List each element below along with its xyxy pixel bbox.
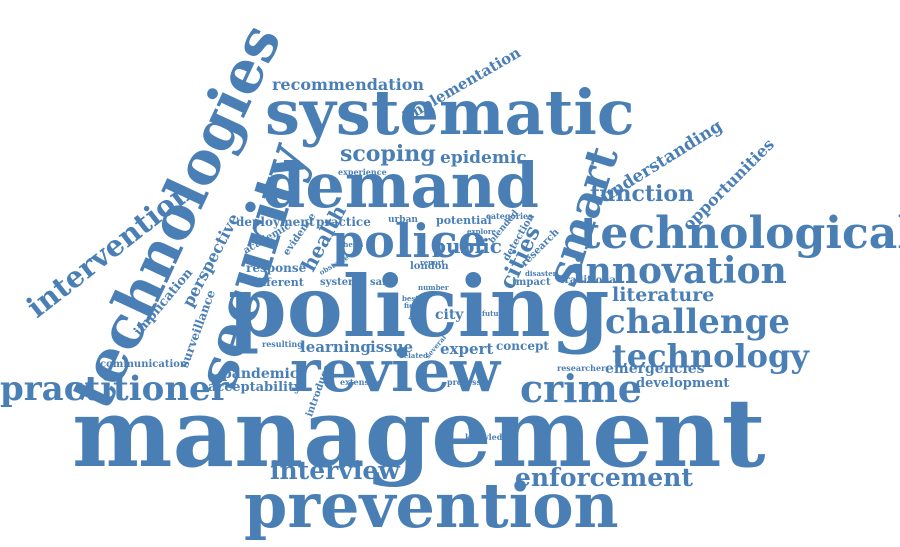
word-demand: demand [262, 149, 540, 222]
word-extensive: extensive [340, 377, 382, 387]
word-response: response [246, 261, 307, 275]
word-prevention: prevention [244, 469, 619, 542]
word-interview: interview [270, 456, 400, 485]
word-knowledge: knowledge [465, 432, 513, 442]
word-traditional: traditional [560, 275, 620, 286]
word-future: future [482, 309, 507, 318]
word-public: public [432, 234, 502, 258]
word-police: police [332, 214, 488, 268]
word-recommendation: recommendation [272, 75, 425, 94]
word-issue: issue [370, 338, 414, 356]
word-epidemic: epidemic [440, 148, 527, 168]
word-experience: experience [338, 167, 387, 177]
word-impact: impact [512, 277, 551, 288]
word-related: related [400, 351, 428, 360]
word-explore: explore [467, 227, 496, 236]
word-potential: potential [436, 214, 492, 227]
word-acceptability: acceptability [208, 380, 302, 395]
word-categories: categories [486, 211, 533, 221]
word-scoping: scoping [340, 141, 436, 167]
word-practitioner: practitioner [0, 369, 229, 409]
word-innovation: innovation [572, 250, 787, 292]
word-crime: crime [520, 366, 642, 411]
word-communication: communication [100, 359, 188, 370]
word-expert: expert [440, 340, 494, 358]
word-report: report [420, 258, 445, 267]
word-number: number [418, 283, 449, 292]
word-deployment: deployment [236, 215, 315, 229]
word-concept: concept [496, 339, 549, 353]
word-technology: technology [612, 337, 809, 375]
word-literature: literature [612, 284, 715, 306]
word-management: management [72, 378, 766, 489]
word-field: field [404, 301, 422, 310]
word-city: city [435, 307, 464, 323]
word-london: london [410, 261, 449, 272]
word-processes: processes [447, 377, 491, 387]
word-technological: technological [580, 208, 900, 259]
word-challenge: challenge [605, 302, 791, 342]
word-thesis: thesis [340, 240, 364, 249]
word-development: development [636, 376, 730, 391]
word-best: best [402, 294, 419, 303]
word-function: function [590, 181, 695, 207]
word-emergencies: emergencies [605, 361, 705, 377]
word-different: different [250, 276, 304, 289]
word-learning: learning [300, 338, 371, 356]
word-enforcement: enforcement [515, 463, 693, 492]
word-review: review [290, 337, 501, 405]
word-policing: policing [228, 257, 610, 356]
word-urban: urban [388, 215, 418, 225]
word-pandemic: pandemic [222, 366, 299, 382]
word-researcher: researcher [557, 363, 606, 373]
word-practice: practice [316, 215, 371, 229]
word-disaster: disaster [525, 269, 557, 278]
word-resulting: resulting [262, 339, 303, 349]
word-systematic: systematic [265, 76, 635, 149]
word-system: system [320, 277, 359, 288]
word-safe: safe [370, 277, 393, 288]
